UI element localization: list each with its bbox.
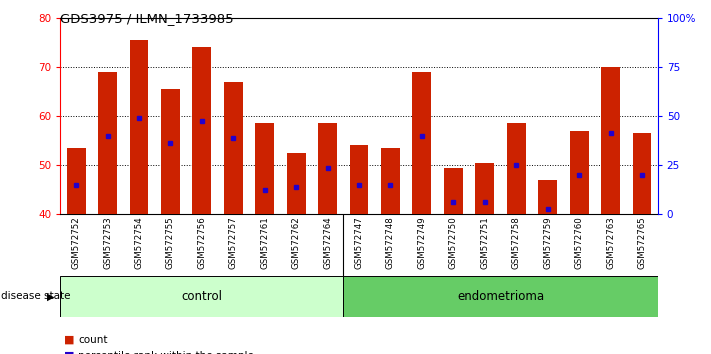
Bar bbox=[224, 81, 242, 214]
Bar bbox=[633, 133, 651, 214]
Text: GSM572747: GSM572747 bbox=[355, 216, 363, 269]
Text: GSM572750: GSM572750 bbox=[449, 216, 458, 269]
Text: ■: ■ bbox=[64, 351, 75, 354]
Text: disease state: disease state bbox=[1, 291, 70, 302]
Text: GDS3975 / ILMN_1733985: GDS3975 / ILMN_1733985 bbox=[60, 12, 234, 25]
Text: GSM572765: GSM572765 bbox=[638, 216, 646, 269]
Text: endometrioma: endometrioma bbox=[457, 290, 544, 303]
Bar bbox=[507, 123, 525, 214]
Text: GSM572763: GSM572763 bbox=[606, 216, 615, 269]
Bar bbox=[255, 123, 274, 214]
Bar bbox=[343, 276, 658, 317]
Bar bbox=[476, 162, 494, 214]
Text: GSM572760: GSM572760 bbox=[574, 216, 584, 269]
Text: GSM572749: GSM572749 bbox=[417, 216, 427, 269]
Bar bbox=[381, 148, 400, 214]
Text: GSM572752: GSM572752 bbox=[72, 216, 80, 269]
Text: ■: ■ bbox=[64, 335, 75, 345]
Text: GSM572764: GSM572764 bbox=[323, 216, 332, 269]
Bar bbox=[67, 148, 85, 214]
Text: GSM572761: GSM572761 bbox=[260, 216, 269, 269]
Bar bbox=[161, 89, 180, 214]
Bar bbox=[570, 131, 589, 214]
Text: ▶: ▶ bbox=[47, 291, 55, 302]
Bar bbox=[601, 67, 620, 214]
Text: count: count bbox=[78, 335, 107, 345]
Text: GSM572748: GSM572748 bbox=[386, 216, 395, 269]
Text: GSM572755: GSM572755 bbox=[166, 216, 175, 269]
Bar bbox=[350, 145, 368, 214]
Text: GSM572751: GSM572751 bbox=[481, 216, 489, 269]
Bar bbox=[412, 72, 432, 214]
Bar bbox=[287, 153, 306, 214]
Bar bbox=[60, 276, 343, 317]
Text: percentile rank within the sample: percentile rank within the sample bbox=[78, 351, 254, 354]
Bar bbox=[193, 47, 211, 214]
Text: GSM572754: GSM572754 bbox=[134, 216, 144, 269]
Text: GSM572756: GSM572756 bbox=[198, 216, 206, 269]
Bar bbox=[538, 180, 557, 214]
Text: control: control bbox=[181, 290, 223, 303]
Bar bbox=[319, 123, 337, 214]
Text: GSM572759: GSM572759 bbox=[543, 216, 552, 269]
Bar bbox=[444, 167, 463, 214]
Bar bbox=[98, 72, 117, 214]
Text: GSM572753: GSM572753 bbox=[103, 216, 112, 269]
Text: GSM572758: GSM572758 bbox=[512, 216, 520, 269]
Text: GSM572757: GSM572757 bbox=[229, 216, 237, 269]
Text: GSM572762: GSM572762 bbox=[292, 216, 301, 269]
Bar bbox=[129, 40, 149, 214]
